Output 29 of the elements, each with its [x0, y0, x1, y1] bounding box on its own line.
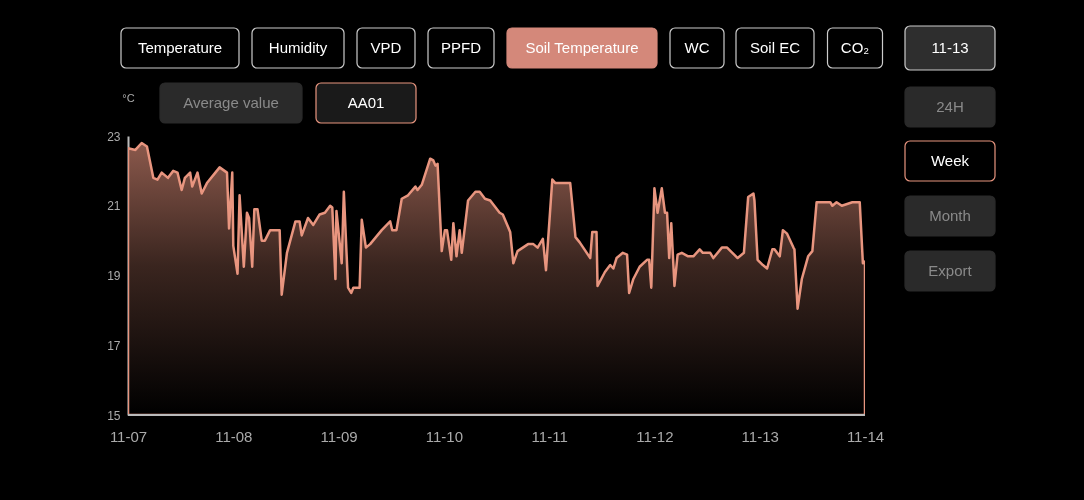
- y-tick-label: 17: [107, 338, 121, 353]
- x-tick-label: 11-09: [320, 427, 358, 445]
- y-axis-title: °C: [122, 91, 135, 104]
- text: Export: [928, 262, 973, 279]
- text: 11-13: [931, 39, 969, 56]
- text: WC: [684, 39, 710, 56]
- text: CO₂: [840, 39, 870, 56]
- text: PPFD: [440, 39, 482, 56]
- y-tick-label: 15: [107, 408, 121, 423]
- text: Week: [930, 152, 970, 169]
- x-tick-label: 11-12: [636, 427, 674, 445]
- text: Average value: [183, 94, 279, 111]
- text: 24H: [936, 98, 964, 115]
- text: VPD: [370, 39, 402, 56]
- x-tick-label: 11-11: [531, 427, 568, 445]
- text: Soil EC: [749, 39, 801, 56]
- text: Soil Temperature: [525, 39, 639, 56]
- x-tick-label: 11-07: [109, 427, 148, 445]
- x-tick-label: 11-13: [741, 427, 779, 445]
- text: Month: [929, 207, 971, 224]
- x-tick-label: 11-10: [425, 427, 463, 445]
- x-tick-label: 11-08: [215, 427, 253, 445]
- text: AA01: [347, 94, 385, 111]
- text: Humidity: [268, 39, 328, 56]
- y-tick-label: 21: [107, 199, 121, 214]
- text: Temperature: [137, 39, 223, 56]
- y-tick-label: 23: [107, 129, 121, 144]
- y-tick-label: 19: [107, 269, 121, 283]
- x-tick-label: 11-14: [846, 427, 885, 445]
